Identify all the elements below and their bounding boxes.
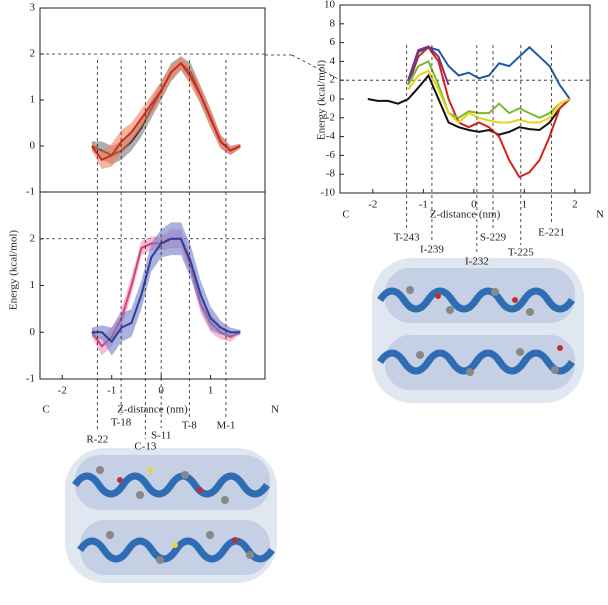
residue-label: M-1 [216, 420, 235, 432]
y-tick-label: 0 [330, 93, 336, 105]
y-tick-label: -2 [326, 111, 335, 123]
y-axis-label: Energy (kcal/mol) [8, 230, 20, 310]
y-tick-label: 2 [330, 74, 336, 86]
x-axis-label: Z-distance (nm) [430, 209, 501, 221]
axes-frame [39, 191, 266, 380]
axes-frame [339, 4, 591, 194]
residue-label: T-225 [508, 247, 534, 259]
residue-label: R-22 [86, 434, 108, 446]
protein-image-right [372, 258, 584, 403]
series-line [367, 73, 571, 136]
residue-label: S-11 [151, 430, 171, 442]
x-tick-label: 2 [572, 199, 578, 211]
series-line [407, 60, 571, 119]
end-label: N [596, 209, 604, 221]
end-label: C [342, 209, 349, 221]
y-tick-label: 1 [30, 279, 36, 291]
residue-label: T-8 [182, 420, 197, 432]
y-tick-label: -6 [326, 149, 336, 161]
y-tick-label: -4 [326, 130, 336, 142]
residue-label: T-18 [111, 417, 132, 429]
y-tick-label: 6 [330, 36, 336, 48]
residue-label: E-221 [538, 227, 565, 239]
error-band [91, 56, 241, 169]
plot-area [91, 222, 241, 356]
y-tick-label: -1 [26, 373, 35, 385]
series-line [91, 61, 241, 162]
y-tick-label: -10 [320, 187, 335, 199]
series-line [407, 69, 571, 124]
y-tick-label: 2 [30, 232, 36, 244]
series-line [407, 45, 571, 179]
y-tick-label: 2 [30, 48, 36, 60]
residue-label: T-243 [394, 232, 420, 244]
plot-area [91, 56, 241, 169]
residue-label: S-229 [480, 232, 507, 244]
y-tick-label: -8 [326, 168, 336, 180]
y-tick-label: 0 [30, 140, 36, 152]
series-line [407, 45, 450, 86]
y-tick-label: -1 [26, 186, 35, 198]
x-tick-label: -2 [368, 199, 377, 211]
end-label: N [271, 404, 279, 416]
x-axis-label: Z-distance (nm) [117, 404, 188, 416]
x-tick-label: 0 [471, 199, 477, 211]
residue-label: C-13 [134, 441, 157, 453]
y-tick-label: 10 [324, 0, 336, 11]
x-tick-label: -1 [419, 199, 428, 211]
residue-label: I-239 [420, 244, 444, 256]
y-axis-label: Energy (kcal/mol) [316, 60, 328, 140]
plot-area [367, 45, 571, 179]
end-label: C [42, 404, 49, 416]
series-line [407, 45, 571, 100]
x-tick-label: 1 [208, 385, 214, 397]
protein-image-left [65, 448, 277, 583]
y-tick-label: 8 [330, 17, 336, 29]
error-band [91, 222, 241, 356]
y-tick-label: 4 [330, 55, 336, 67]
y-tick-label: 3 [30, 2, 36, 14]
y-tick-label: 1 [30, 94, 36, 106]
x-tick-label: 1 [522, 199, 528, 211]
residue-label: I-232 [465, 256, 489, 268]
y-tick-label: 0 [30, 326, 36, 338]
x-tick-label: -1 [107, 385, 116, 397]
series-line [91, 237, 241, 344]
x-tick-label: -2 [58, 385, 67, 397]
